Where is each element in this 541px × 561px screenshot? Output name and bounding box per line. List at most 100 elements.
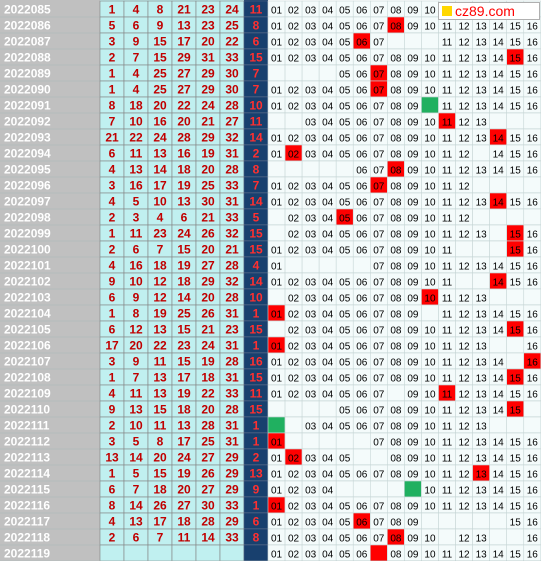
blue-distribution-cell <box>506 416 525 434</box>
blue-distribution-number: 13 <box>476 118 488 129</box>
blue-distribution-cell <box>523 416 541 434</box>
blue-distribution-cell <box>284 64 303 82</box>
blue-distribution-number: 13 <box>476 342 488 353</box>
blue-distribution-number: 02 <box>288 22 300 33</box>
blue-distribution-number: 06 <box>356 326 368 337</box>
red-ball-number: 13 <box>153 371 167 385</box>
blue-distribution-number: 09 <box>407 534 419 545</box>
red-ball-number: 2 <box>109 211 116 225</box>
red-ball-number: 9 <box>109 403 116 417</box>
blue-distribution-number: 12 <box>459 374 471 385</box>
blue-distribution-number: 15 <box>510 550 522 561</box>
blue-distribution-number: 12 <box>459 166 471 177</box>
blue-distribution-number: 09 <box>407 102 419 113</box>
blue-distribution-cell <box>489 112 507 130</box>
red-ball-number: 1 <box>109 67 116 81</box>
blue-distribution-number: 05 <box>339 198 351 209</box>
blue-distribution-number: 12 <box>459 86 471 97</box>
red-ball-number: 3 <box>109 35 116 49</box>
blue-distribution-number: 03 <box>305 150 317 161</box>
red-ball-cell <box>171 544 197 561</box>
blue-distribution-number: 02 <box>288 86 300 97</box>
blue-distribution-cell <box>489 176 507 194</box>
blue-distribution-number: 13 <box>476 22 488 33</box>
blue-distribution-number: 02 <box>288 246 300 257</box>
blue-distribution-number: 02 <box>288 198 300 209</box>
blue-distribution-number: 06 <box>356 534 368 545</box>
red-ball-number: 19 <box>177 179 191 193</box>
blue-distribution-number: 08 <box>390 278 402 289</box>
blue-distribution-number: 11 <box>442 102 453 113</box>
blue-distribution-number: 08 <box>390 422 402 433</box>
blue-distribution-cell <box>284 112 303 130</box>
red-ball-number: 18 <box>153 483 167 497</box>
blue-distribution-number: 08 <box>390 134 402 145</box>
blue-distribution-number: 05 <box>339 454 351 465</box>
blue-distribution-number: 10 <box>424 118 436 129</box>
blue-distribution-number: 07 <box>373 214 385 225</box>
blue-distribution-number: 08 <box>390 326 402 337</box>
blue-distribution-number: 05 <box>339 278 351 289</box>
blue-distribution-number: 01 <box>271 470 283 481</box>
blue-distribution-number: 05 <box>339 38 351 49</box>
blue-distribution-cell <box>318 64 337 82</box>
blue-distribution-number: 07 <box>373 518 385 529</box>
red-ball-number: 30 <box>225 67 239 81</box>
blue-distribution-cell <box>301 432 320 450</box>
blue-distribution-cell <box>387 384 405 402</box>
red-ball-number: 18 <box>129 99 143 113</box>
red-ball-number: 33 <box>225 211 239 225</box>
blue-distribution-number: 14 <box>493 550 505 561</box>
blue-distribution-number: 11 <box>442 230 453 241</box>
blue-distribution-cell <box>404 32 422 50</box>
blue-distribution-number: 04 <box>322 534 334 545</box>
red-ball-number: 19 <box>177 467 191 481</box>
blue-distribution-number: 07 <box>373 534 385 545</box>
blue-distribution-cell <box>472 240 490 258</box>
blue-distribution-number: 14 <box>493 198 505 209</box>
blue-distribution-number: 06 <box>356 150 368 161</box>
blue-distribution-number: 07 <box>373 294 385 305</box>
blue-distribution-number: 10 <box>424 374 436 385</box>
blue-distribution-cell <box>267 160 286 178</box>
blue-distribution-number: 05 <box>339 6 351 17</box>
blue-distribution-number: 06 <box>356 118 368 129</box>
blue-distribution-number: 01 <box>271 534 283 545</box>
blue-distribution-number: 10 <box>424 454 436 465</box>
blue-distribution-number: 13 <box>476 310 488 321</box>
blue-distribution-cell <box>318 160 337 178</box>
red-ball-number: 13 <box>153 147 167 161</box>
blue-distribution-number: 13 <box>476 438 488 449</box>
blue-distribution-number: 05 <box>339 518 351 529</box>
blue-distribution-number: 16 <box>527 262 539 273</box>
blue-distribution-number: 15 <box>510 406 522 417</box>
blue-distribution-number: 12 <box>459 294 471 305</box>
blue-distribution-number: 11 <box>442 38 453 49</box>
blue-distribution-number: 10 <box>424 198 436 209</box>
red-ball-number: 9 <box>109 275 116 289</box>
blue-distribution-cell <box>472 208 490 226</box>
blue-distribution-number: 13 <box>476 406 488 417</box>
red-ball-number: 15 <box>177 355 191 369</box>
red-ball-number: 12 <box>153 275 167 289</box>
blue-ball-number: 4 <box>253 259 260 273</box>
red-ball-number: 28 <box>225 291 239 305</box>
red-ball-number: 3 <box>133 211 140 225</box>
red-ball-number: 21 <box>201 323 215 337</box>
red-ball-number: 31 <box>225 419 239 433</box>
blue-distribution-number: 08 <box>390 470 402 481</box>
blue-distribution-cell <box>267 112 286 130</box>
blue-distribution-cell <box>267 208 286 226</box>
blue-ball-number: 2 <box>253 451 260 465</box>
blue-distribution-number: 08 <box>390 22 402 33</box>
blue-distribution-number: 10 <box>424 246 436 257</box>
red-ball-number: 21 <box>201 115 215 129</box>
blue-distribution-number: 05 <box>339 358 351 369</box>
blue-distribution-number: 09 <box>407 166 419 177</box>
red-ball-cell <box>147 544 173 561</box>
blue-distribution-number: 01 <box>271 38 283 49</box>
blue-distribution-number: 11 <box>442 358 453 369</box>
red-ball-number: 13 <box>129 163 143 177</box>
red-ball-number: 20 <box>177 115 191 129</box>
blue-distribution-cell <box>506 528 525 546</box>
